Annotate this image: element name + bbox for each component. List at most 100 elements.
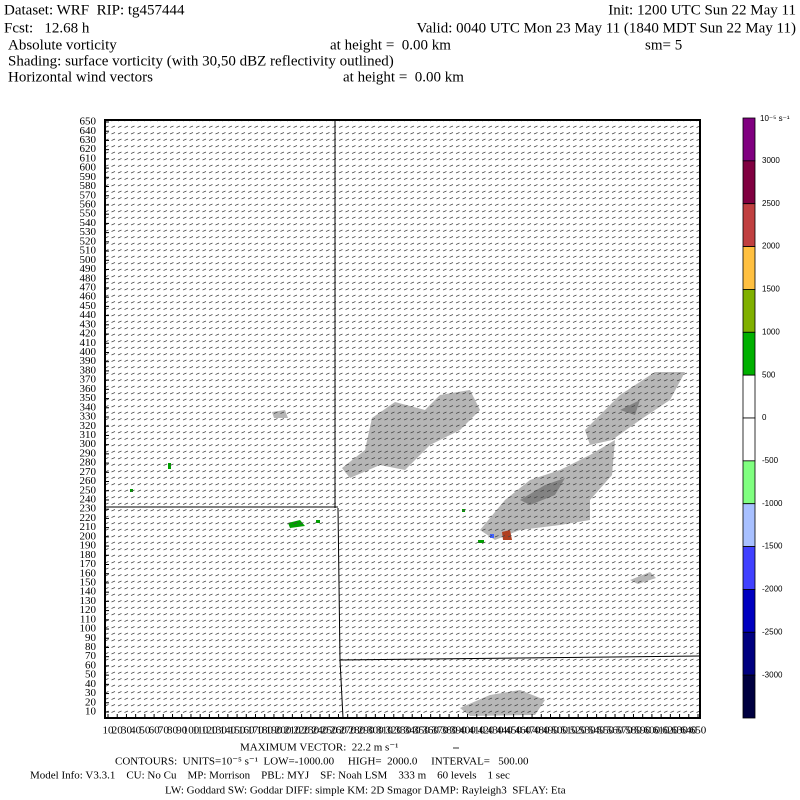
y-tick-label: 200: [80, 530, 97, 542]
y-tick-label: 320: [80, 420, 97, 432]
colorbar-label: -3000: [762, 670, 783, 679]
y-tick-label: 520: [80, 235, 97, 247]
x-tick-label: 650: [690, 725, 707, 737]
x-tick-label: 540: [588, 725, 605, 737]
colorbar-label: -2500: [762, 627, 783, 636]
x-tick-label: 460: [515, 725, 532, 737]
x-tick-label: 90: [176, 725, 188, 737]
colorbar-box: [742, 117, 756, 162]
y-tick-label: 290: [80, 447, 97, 459]
y-tick-label: 20: [85, 696, 97, 708]
y-tick-label: 140: [80, 586, 97, 598]
contours-info: CONTOURS: UNITS=10⁻⁵ s⁻¹ LOW=-1000.00 HI…: [115, 756, 529, 768]
y-tick-label: 80: [85, 641, 97, 653]
colorbar-label: 2000: [762, 242, 780, 251]
y-tick-label: 180: [80, 549, 97, 561]
y-tick-label: 270: [80, 466, 97, 478]
x-tick-label: 520: [570, 725, 587, 737]
x-tick-label: 260: [330, 725, 347, 737]
colorbar-label: 1000: [762, 327, 780, 336]
colorbar: 10⁻⁵ s⁻¹ 3000 2500 2000 1500 1000 500 0 -500 -10…: [742, 114, 790, 719]
vectors-desc: Horizontal wind vectors: [8, 69, 153, 85]
colorbar-box: [742, 417, 756, 462]
x-tick-label: 290: [358, 725, 375, 737]
x-tick-label: 230: [303, 725, 320, 737]
y-tick-label: 600: [80, 162, 97, 174]
y-tick-label: 300: [80, 438, 97, 450]
y-tick-label: 70: [85, 650, 97, 662]
x-tick-label: 350: [413, 725, 430, 737]
y-tick-label: 480: [80, 272, 97, 284]
y-tick-label: 450: [80, 300, 97, 312]
x-tick-label: 430: [487, 725, 504, 737]
model-info: Model Info: V3.3.1 CU: No Cu MP: Morriso…: [30, 770, 510, 782]
max-vector: MAXIMUM VECTOR: 22.2 m s⁻¹: [240, 742, 398, 754]
colorbar-label: 2500: [762, 199, 780, 208]
plot-area: [104, 119, 701, 719]
x-tick-label: 150: [229, 725, 246, 737]
colorbar-unit: 10⁻⁵ s⁻¹: [760, 114, 790, 123]
x-tick-label: 380: [441, 725, 458, 737]
colorbar-label: 500: [762, 370, 776, 379]
colorbar-box: [742, 589, 756, 633]
y-tick-label: 130: [80, 595, 97, 607]
forecast-hour: Fcst: 12.68 h: [4, 20, 90, 36]
x-tick-label: 320: [386, 725, 403, 737]
colorbar-label: 3000: [762, 156, 780, 165]
x-tick-label: 640: [681, 725, 698, 737]
y-tick-label: 370: [80, 374, 97, 386]
colorbar-label: 0: [762, 413, 767, 422]
x-tick-label: 120: [201, 725, 218, 737]
y-tick-label: 310: [80, 429, 97, 441]
x-tick-label: 550: [598, 725, 615, 737]
x-tick-label: 360: [422, 725, 439, 737]
y-tick-label: 50: [85, 669, 97, 681]
y-tick-label: 570: [80, 189, 97, 201]
x-tick-label: 420: [478, 725, 495, 737]
x-tick-label: 170: [247, 725, 264, 737]
colorbar-label: -1000: [762, 499, 783, 508]
y-tick-label: 350: [80, 392, 97, 404]
x-tick-label: 270: [339, 725, 356, 737]
y-tick-label: 510: [80, 245, 97, 257]
y-tick-label: 430: [80, 318, 97, 330]
y-tick-label: 420: [80, 328, 97, 340]
colorbar-label: -2000: [762, 585, 783, 594]
field-height: at height = 0.00 km: [330, 37, 451, 53]
y-tick-label: 250: [80, 484, 97, 496]
x-tick-label: 40: [130, 725, 142, 737]
x-tick-label: 530: [579, 725, 596, 737]
y-tick-label: 390: [80, 355, 97, 367]
y-tick-label: 530: [80, 226, 97, 238]
x-tick-label: 210: [284, 725, 301, 737]
colorbar-label: -500: [762, 456, 779, 465]
x-tick-label: 500: [551, 725, 568, 737]
x-tick-label: 370: [432, 725, 449, 737]
y-tick-label: 120: [80, 604, 97, 616]
y-tick-label: 440: [80, 309, 97, 321]
x-tick-label: 600: [644, 725, 661, 737]
dataset: Dataset: WRF RIP: tg457444: [4, 2, 185, 18]
x-tick-label: 50: [139, 725, 151, 737]
y-tick-label: 210: [80, 521, 97, 533]
x-tick-label: 200: [275, 725, 292, 737]
y-tick-label: 230: [80, 503, 97, 515]
y-tick-label: 620: [80, 143, 97, 155]
x-tick-label: 180: [256, 725, 273, 737]
colorbar-box: [742, 631, 756, 676]
y-tick-label: 380: [80, 364, 97, 376]
y-tick-label: 460: [80, 291, 97, 303]
valid-time: Valid: 0040 UTC Mon 23 May 11 (1840 MDT …: [417, 20, 796, 36]
colorbar-label: 1500: [762, 285, 780, 294]
y-tick-label: 590: [80, 171, 97, 183]
x-tick-label: 610: [653, 725, 670, 737]
x-tick-label: 570: [616, 725, 633, 737]
colorbar-box: [742, 503, 756, 547]
x-tick-label: 310: [376, 725, 393, 737]
y-tick-label: 540: [80, 217, 97, 229]
y-tick-label: 470: [80, 281, 97, 293]
x-tick-label: 400: [459, 725, 476, 737]
y-tick-label: 640: [80, 125, 97, 137]
smoothing: sm= 5: [645, 37, 682, 53]
